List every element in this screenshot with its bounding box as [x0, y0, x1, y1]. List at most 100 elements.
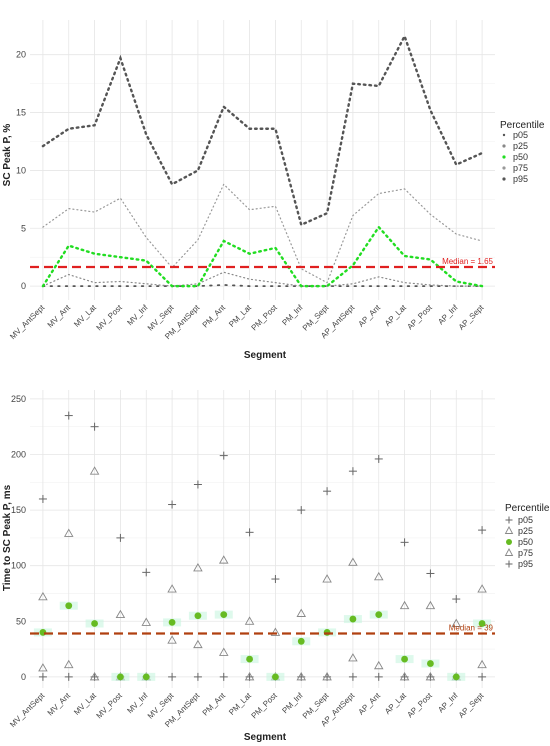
y-tick-label: 0 [21, 281, 26, 291]
series-p95 [38, 411, 487, 604]
data-point-p75 [141, 617, 152, 626]
legend-label-p75: p75 [513, 163, 528, 173]
x-tick-label-ap-inf: AP_Inf [436, 303, 460, 327]
data-point-p50 [323, 629, 331, 636]
series-line-p95 [41, 33, 484, 227]
legend-swatch-p75 [504, 548, 514, 556]
data-point-p95 [38, 494, 47, 503]
data-point-p75 [38, 591, 48, 601]
data-point-p75 [373, 571, 384, 581]
data-point-p75 [348, 557, 358, 566]
median-layer: Median = 1.65 [30, 257, 495, 269]
data-point-p50 [297, 637, 305, 645]
y-tick-labels: 0 5 10 15 20 [16, 50, 26, 291]
median-layer: Median = 39 [30, 624, 495, 635]
data-point-p25 [167, 635, 177, 644]
x-tick-label-pm-post: PM_Post [250, 303, 280, 333]
y-tick-label: 250 [11, 394, 26, 404]
legend-swatch-p75 [502, 166, 506, 170]
legend-swatch-p50 [506, 539, 512, 545]
data-point-p25 [38, 663, 48, 672]
legend-label-p95: p95 [518, 559, 533, 569]
data-point-p95 [400, 538, 409, 547]
data-point-p05 [374, 672, 383, 681]
median-label: Median = 1.65 [442, 257, 493, 266]
data-point-p95 [297, 506, 306, 515]
legend-item-p50: p50 [506, 537, 533, 547]
x-tick-label-ap-ant: AP_Ant [357, 691, 383, 717]
legend-title: Percentile [505, 503, 550, 514]
data-point-p25 [322, 671, 332, 681]
data-point-p95 [323, 487, 332, 496]
legend-swatch-p05 [502, 133, 506, 137]
x-tick-label-pm-ant: PM_Ant [201, 691, 228, 718]
x-tick-label-mv-post: MV_Post [95, 303, 125, 333]
data-point-p50 [117, 673, 124, 681]
legend-swatch-p95 [502, 177, 506, 181]
data-point-p05 [348, 672, 357, 681]
data-point-p25 [296, 671, 307, 681]
series-p25 [42, 271, 483, 287]
legend-item-p75: p75 [502, 163, 528, 173]
data-point-p05 [168, 672, 177, 681]
data-point-p75 [244, 616, 255, 625]
legend-label-p05: p05 [518, 515, 533, 525]
data-point-p50 [401, 655, 408, 663]
data-point-p50 [427, 660, 434, 667]
series-p75 [38, 466, 487, 636]
legend-title: Percentile [500, 120, 545, 131]
y-tick-label: 0 [21, 672, 26, 682]
x-tick-label-ap-lat: AP_Lat [383, 691, 408, 716]
y-tick-label: 50 [16, 616, 26, 626]
x-tick-label-mv-post: MV_Post [95, 691, 125, 721]
x-tick-label-mv-antsept: MV_AntSept [8, 691, 47, 730]
data-point-p50 [272, 673, 279, 681]
x-tick-label-pm-inf: PM_Inf [280, 303, 305, 328]
data-point-p25 [193, 639, 203, 649]
y-tick-label: 15 [16, 108, 26, 118]
data-point-p95 [426, 569, 435, 578]
data-point-p05 [38, 672, 47, 681]
y-tick-label: 10 [16, 165, 26, 175]
y-tick-label: 200 [11, 449, 26, 459]
data-point-p75 [399, 600, 410, 610]
x-tick-label-ap-lat: AP_Lat [383, 303, 408, 328]
legend-item-p50: p50 [502, 152, 528, 162]
legend-label-p05: p05 [513, 130, 528, 140]
data-point-p95 [219, 451, 228, 460]
data-point-p75 [218, 555, 229, 564]
data-point-p75 [193, 563, 203, 572]
data-point-p75 [296, 608, 307, 617]
data-point-p50 [375, 611, 383, 619]
data-point-p25 [218, 647, 229, 656]
data-point-p50 [194, 612, 202, 620]
data-point-p75 [451, 618, 462, 627]
data-point-p95 [193, 480, 202, 489]
data-point-p95 [374, 454, 383, 463]
x-tick-label-ap-sept: AP_Sept [457, 303, 486, 332]
grid [30, 390, 495, 688]
data-point-p25 [63, 659, 74, 669]
data-point-p50 [478, 620, 486, 627]
x-tick-label-ap-post: AP_Post [405, 303, 434, 332]
legend-label-p25: p25 [513, 141, 528, 151]
data-point-p95 [168, 500, 177, 509]
legend-swatch-p50 [502, 155, 506, 159]
data-point-p50 [452, 673, 460, 681]
y-tick-label: 20 [16, 50, 26, 60]
legend-item-p05: p05 [502, 130, 528, 140]
data-point-p25 [477, 659, 487, 669]
legend-swatch-p25 [502, 144, 506, 148]
data-point-p05 [64, 672, 73, 681]
data-point-p50 [168, 618, 176, 626]
x-axis-title: Segment [244, 732, 287, 743]
y-tick-label: 5 [21, 223, 26, 233]
y-tick-labels: 0 50 100 150 200 250 [11, 394, 26, 682]
legend-label-p50: p50 [518, 537, 533, 547]
legend-label-p95: p95 [513, 174, 528, 184]
series-p50 [33, 601, 492, 681]
data-point-p95 [452, 595, 461, 604]
data-point-p75 [270, 627, 281, 636]
